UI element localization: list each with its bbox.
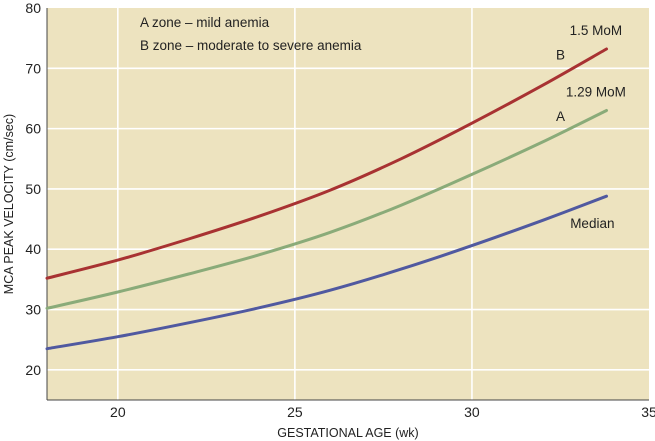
x-tick-label: 35 [641,404,655,420]
curve-annotation: Median [570,216,614,231]
zone-legend-line: B zone – moderate to severe anemia [140,38,362,53]
plot-area [47,8,649,400]
series-line-1 [45,109,608,310]
y-tick-label: 50 [25,181,41,197]
series-line-0 [45,194,608,351]
y-axis-label: MCA PEAK VELOCITY (cm/sec) [2,114,16,294]
x-axis-label: GESTATIONAL AGE (wk) [277,426,418,440]
y-tick-label: 40 [25,241,41,257]
x-tick-label: 30 [464,404,480,420]
y-tick-label: 30 [25,302,41,318]
y-tick-label: 20 [25,362,41,378]
x-tick-label: 20 [110,404,126,420]
y-tick-label: 70 [25,60,41,76]
zone-legend-line: A zone – mild anemia [140,15,270,30]
curve-annotation: 1.29 MoM [566,85,626,100]
series-line-2 [45,47,608,280]
curve-annotation: 1.5 MoM [570,23,623,38]
y-tick-label: 60 [25,121,41,137]
curve-annotation: B [556,47,565,62]
x-tick-label: 25 [287,404,303,420]
y-tick-label: 80 [25,0,41,16]
curve-annotation: A [556,109,565,124]
